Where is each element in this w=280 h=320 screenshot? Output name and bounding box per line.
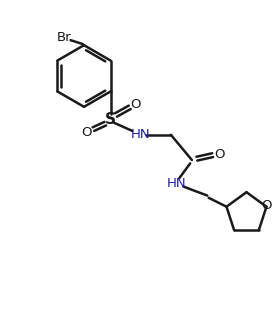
Text: S: S: [105, 112, 116, 127]
Text: HN: HN: [167, 177, 186, 190]
Text: HN: HN: [130, 128, 150, 141]
Text: O: O: [261, 199, 272, 212]
Text: Br: Br: [57, 31, 71, 44]
Text: O: O: [81, 125, 92, 139]
Text: O: O: [131, 98, 141, 110]
Text: O: O: [215, 148, 225, 161]
